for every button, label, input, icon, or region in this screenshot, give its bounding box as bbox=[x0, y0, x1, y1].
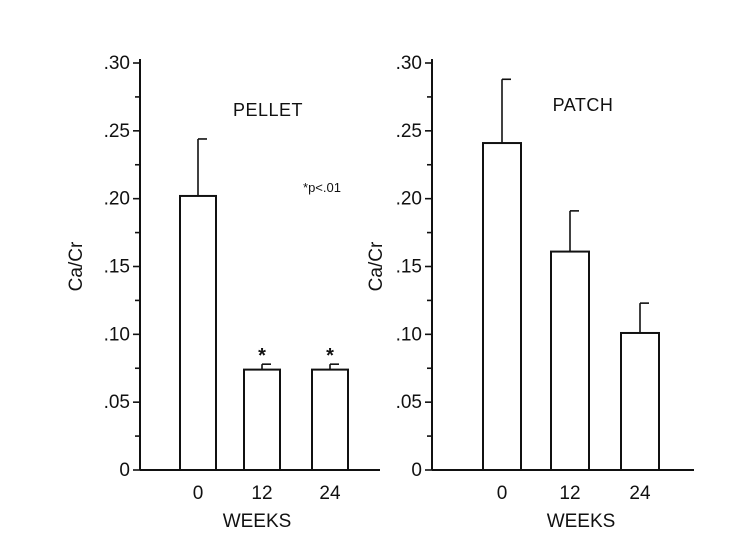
patch-panel: 0 .05 .10 .15 .20 .25 .30 0 12 24 PATCH WEEKS Ca/Cr bbox=[366, 53, 694, 532]
y-tick-label: .30 bbox=[104, 53, 130, 74]
y-tick-label: .10 bbox=[104, 324, 130, 345]
y-tick-label: .25 bbox=[104, 121, 130, 142]
panel-title: PATCH bbox=[553, 95, 614, 115]
significance-marker: * bbox=[258, 345, 266, 367]
bar bbox=[620, 331, 660, 471]
bar bbox=[179, 194, 217, 471]
bar bbox=[243, 368, 281, 471]
x-tick-label: 0 bbox=[497, 483, 508, 504]
x-axis-label: WEEKS bbox=[547, 511, 616, 532]
y-tick-label: .20 bbox=[104, 189, 130, 210]
y-tick-label: 0 bbox=[119, 460, 130, 481]
x-tick-label: 24 bbox=[629, 483, 651, 504]
y-tick-label: .30 bbox=[396, 53, 422, 74]
y-tick-label: .20 bbox=[396, 189, 422, 210]
x-tick-label: 0 bbox=[193, 483, 204, 504]
pellet-panel: 0 .05 .10 .15 .20 .25 .30 0 12 * 24 * PELLET WEEKS Ca/… bbox=[66, 53, 380, 532]
y-tick-label: .10 bbox=[396, 324, 422, 345]
y-tick-label: .05 bbox=[104, 392, 130, 413]
x-tick-label: 12 bbox=[559, 483, 580, 504]
y-tick-label: 0 bbox=[411, 460, 422, 481]
panel-title: PELLET bbox=[233, 100, 303, 120]
bar bbox=[311, 368, 349, 471]
x-axis-label: WEEKS bbox=[223, 511, 292, 532]
significance-note: *p<.01 bbox=[303, 180, 341, 195]
y-tick-label: .15 bbox=[104, 257, 130, 278]
x-tick-label: 24 bbox=[319, 483, 341, 504]
y-tick-label: .05 bbox=[396, 392, 422, 413]
y-axis-label: Ca/Cr bbox=[366, 241, 387, 291]
bar bbox=[482, 142, 522, 471]
y-tick-label: .15 bbox=[396, 257, 422, 278]
bar bbox=[550, 250, 590, 471]
x-tick-label: 12 bbox=[251, 483, 272, 504]
y-tick-label: .25 bbox=[396, 121, 422, 142]
significance-marker: * bbox=[326, 345, 334, 367]
y-axis-label: Ca/Cr bbox=[66, 241, 87, 291]
